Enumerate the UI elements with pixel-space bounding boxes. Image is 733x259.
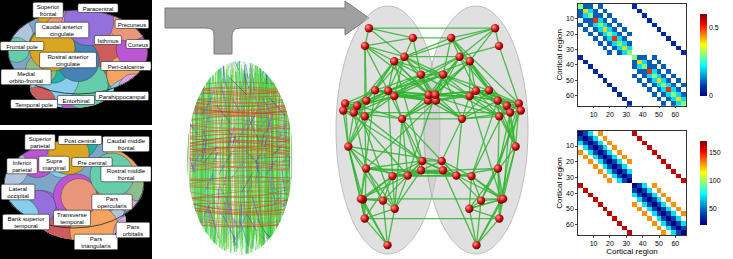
svg-text:30: 30 bbox=[622, 240, 630, 247]
svg-text:Superiorparietal: Superiorparietal bbox=[29, 136, 52, 149]
svg-text:40: 40 bbox=[639, 111, 647, 118]
svg-text:30: 30 bbox=[566, 174, 574, 181]
svg-text:10: 10 bbox=[590, 240, 598, 247]
svg-text:0.5: 0.5 bbox=[709, 24, 719, 31]
svg-text:Isthmus: Isthmus bbox=[97, 38, 118, 44]
svg-text:30: 30 bbox=[566, 46, 574, 53]
svg-text:50: 50 bbox=[566, 205, 574, 212]
svg-text:Parahippocampal: Parahippocampal bbox=[99, 94, 146, 100]
svg-text:150: 150 bbox=[709, 149, 721, 156]
svg-text:Supramarginal: Supramarginal bbox=[42, 158, 65, 171]
svg-text:Cortical region: Cortical region bbox=[555, 29, 564, 81]
svg-text:50: 50 bbox=[566, 77, 574, 84]
svg-text:Caudal middlefrontal: Caudal middlefrontal bbox=[107, 138, 146, 151]
svg-text:Pre central: Pre central bbox=[77, 160, 106, 166]
svg-text:30: 30 bbox=[622, 111, 630, 118]
svg-text:Post central: Post central bbox=[64, 138, 96, 144]
svg-text:40: 40 bbox=[566, 190, 574, 197]
svg-text:Transversetemporal: Transversetemporal bbox=[57, 212, 87, 225]
svg-text:20: 20 bbox=[566, 30, 574, 37]
svg-text:10: 10 bbox=[590, 111, 598, 118]
svg-text:60: 60 bbox=[566, 221, 574, 228]
svg-text:Parstriangularis: Parstriangularis bbox=[81, 236, 110, 249]
svg-text:Peri-calcarine: Peri-calcarine bbox=[108, 64, 145, 70]
svg-text:Medialorbito-frontal: Medialorbito-frontal bbox=[9, 71, 43, 84]
svg-text:20: 20 bbox=[566, 158, 574, 165]
svg-text:20: 20 bbox=[606, 240, 614, 247]
svg-text:60: 60 bbox=[671, 240, 679, 247]
svg-text:Cortical region: Cortical region bbox=[555, 157, 564, 209]
svg-text:Paracentral: Paracentral bbox=[83, 6, 114, 12]
svg-text:10: 10 bbox=[566, 142, 574, 149]
svg-text:Bank superiortemporal: Bank superiortemporal bbox=[7, 216, 44, 229]
svg-text:40: 40 bbox=[639, 240, 647, 247]
svg-text:Rostral middlefrontal: Rostral middlefrontal bbox=[107, 168, 146, 181]
svg-text:Inferiorparietal: Inferiorparietal bbox=[12, 160, 32, 173]
svg-text:Cortical region: Cortical region bbox=[606, 247, 658, 256]
svg-text:40: 40 bbox=[566, 61, 574, 68]
svg-text:Temporal pole: Temporal pole bbox=[15, 102, 53, 108]
svg-text:Frontal pole: Frontal pole bbox=[6, 44, 38, 50]
svg-text:100: 100 bbox=[709, 177, 721, 184]
svg-text:Parsopercularis: Parsopercularis bbox=[97, 196, 126, 209]
svg-text:50: 50 bbox=[655, 111, 663, 118]
svg-text:Rostral anteriorcingulate: Rostral anteriorcingulate bbox=[47, 54, 88, 67]
svg-text:50: 50 bbox=[709, 205, 717, 212]
svg-text:Cuneus: Cuneus bbox=[128, 42, 149, 48]
svg-text:0: 0 bbox=[709, 92, 713, 99]
svg-text:Superiorfrontal: Superiorfrontal bbox=[37, 4, 60, 17]
svg-text:60: 60 bbox=[671, 111, 679, 118]
svg-text:Lateraloccipital: Lateraloccipital bbox=[7, 186, 29, 199]
svg-text:10: 10 bbox=[566, 15, 574, 22]
svg-text:20: 20 bbox=[606, 111, 614, 118]
svg-text:Precuneus: Precuneus bbox=[118, 22, 147, 28]
svg-text:Entorhinal: Entorhinal bbox=[62, 98, 89, 104]
svg-text:60: 60 bbox=[566, 92, 574, 99]
svg-text:Caudal anteriorcingulate: Caudal anteriorcingulate bbox=[41, 24, 82, 37]
svg-text:Parsorbitalis: Parsorbitalis bbox=[123, 224, 144, 237]
svg-text:50: 50 bbox=[655, 240, 663, 247]
